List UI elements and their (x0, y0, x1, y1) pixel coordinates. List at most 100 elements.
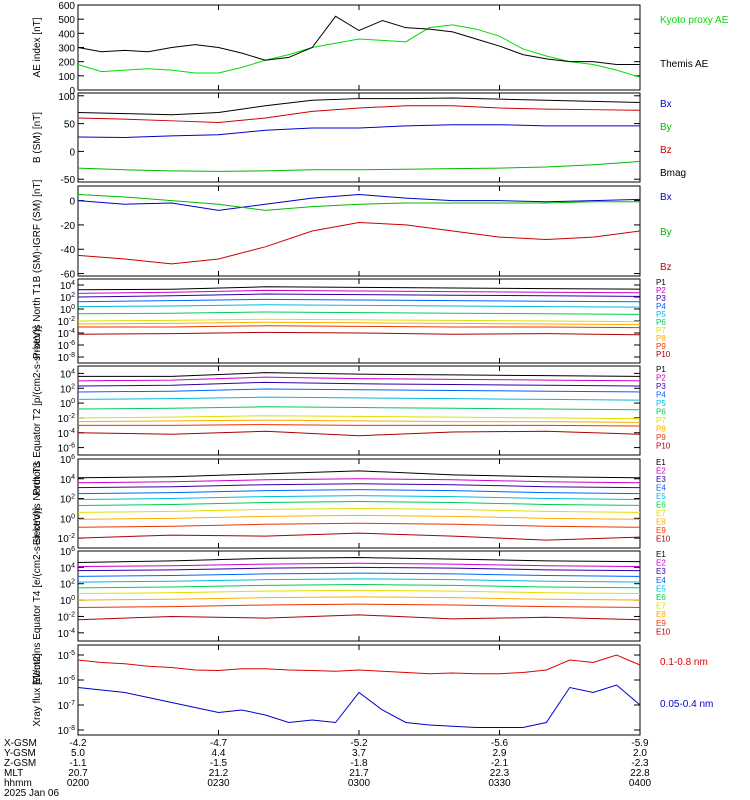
series-line-e10 (77, 532, 641, 541)
y-tick-label: 104 (60, 280, 75, 292)
panel-frame (77, 365, 641, 456)
legend-label: E6 (656, 593, 666, 602)
series-line-e4 (77, 572, 641, 577)
legend-label: Bx (660, 192, 672, 203)
legend-label: P6 (656, 318, 666, 327)
panel-electrons_north: 10-2 100 102 104 106 Electrons North T3 E1E2E3… (32, 454, 671, 549)
series-line-p10 (77, 331, 641, 336)
series-line-p2 (77, 289, 641, 294)
y-tick-label: 400 (58, 29, 75, 40)
series-line-e1 (77, 557, 641, 563)
y-axis-label: Electrons North T3 (32, 461, 43, 545)
series-line-e9 (77, 603, 641, 608)
series-line-0-05-0-4-nm (77, 684, 641, 728)
legend-label: P9 (656, 342, 666, 351)
legend-label: E6 (656, 501, 666, 510)
x-row-value: 0230 (207, 778, 230, 789)
legend-label: P5 (656, 399, 666, 408)
legend-label: Bmag (660, 168, 686, 179)
legend-label: E2 (656, 559, 666, 568)
legend-label: E9 (656, 619, 666, 628)
legend-label: P3 (656, 382, 666, 391)
panel-frame (77, 550, 641, 642)
series-line-e3 (77, 566, 641, 572)
y-tick-label: 10-8 (58, 725, 75, 737)
legend-label: By (660, 227, 672, 238)
y-tick-label: 300 (58, 44, 75, 55)
series-line-p3 (77, 293, 641, 298)
y-tick-label: 104 (60, 562, 75, 574)
panel-frame (77, 644, 641, 736)
x-row-value: 0400 (629, 778, 652, 789)
series-line-p5 (77, 304, 641, 308)
legend-label: Bx (660, 99, 672, 110)
series-line-p7 (77, 318, 641, 323)
x-row-label: hhmm (4, 778, 32, 789)
y-tick-label: 104 (60, 474, 75, 486)
series-line-kyoto-proxy-ae (77, 24, 641, 78)
series-line-p9 (78, 424, 641, 427)
panel-frame (77, 4, 641, 91)
y-tick-label: 500 (58, 15, 75, 26)
y-tick-label: 0 (69, 197, 75, 208)
x-axis-annotations: X-GSM -4.2 -4.7 -5.2 -5.6 -5.9 Y-GSM 5.0 4.4 3.7 2… (4, 738, 652, 799)
x-row-value: -1.5 (210, 758, 228, 769)
series-line-e2 (77, 562, 641, 568)
y-tick-label: 0 (69, 86, 75, 97)
panel-electrons_equator: 10-4 10-2 100 102 104 106 Electrons Equator T4… (32, 508, 671, 685)
series-line-e9 (77, 522, 641, 528)
y-axis-label: Protons North T1 (32, 283, 43, 359)
series-line-e5 (77, 495, 641, 501)
x-row-value: 0200 (67, 778, 90, 789)
series-line-bx (77, 124, 640, 139)
x-row-value: -4.7 (210, 738, 228, 749)
x-row-value: 4.4 (212, 748, 226, 759)
y-tick-label: 10-4 (58, 328, 75, 340)
legend-label: E4 (656, 484, 666, 493)
y-tick-label: 10-7 (58, 700, 75, 712)
x-row-value: -5.6 (491, 738, 509, 749)
y-tick-label: 10-2 (58, 413, 75, 425)
series-line-e3 (77, 483, 641, 489)
plot-date: 2025 Jan 06 (4, 788, 59, 799)
panel-xray: 10-8 10-7 10-6 10-5 Xray flux [W/m2] 0.1-0.8 … (32, 644, 713, 737)
legend-label: E8 (656, 610, 666, 619)
y-tick-label: 10-8 (58, 352, 75, 364)
series-line-bmag (77, 97, 641, 116)
legend-label: P5 (656, 310, 666, 319)
series-line-p6 (77, 406, 641, 411)
series-line-p4 (77, 388, 641, 393)
y-axis-label: Protons Equator T2 [p/(cm2-s-sr-keV)] (32, 326, 43, 496)
y-tick-label: 100 (60, 595, 75, 607)
legend-label: P7 (656, 416, 666, 425)
series-line-p5 (77, 396, 641, 401)
legend-label: P2 (656, 286, 666, 295)
x-row-value: 21.2 (209, 768, 229, 779)
series-line-e7 (77, 589, 641, 595)
y-tick-label: 10-4 (58, 428, 75, 440)
x-row-value: 22.8 (630, 768, 650, 779)
series-line-bx (77, 194, 641, 211)
x-row-value: 20.7 (68, 768, 88, 779)
y-tick-label: 100 (58, 92, 75, 103)
y-tick-label: 102 (60, 494, 75, 506)
x-row-value: 5.0 (71, 748, 85, 759)
series-line-e10 (77, 614, 641, 621)
y-tick-label: 100 (60, 304, 75, 316)
legend-label: P4 (656, 391, 666, 400)
x-row-value: -5.2 (350, 738, 368, 749)
y-axis-label: AE index [nT] (32, 17, 43, 77)
y-axis-label: Xray flux [W/m2] (32, 653, 43, 727)
legend-label: P6 (656, 408, 666, 417)
legend-label: Bz (660, 145, 672, 156)
legend-label: Themis AE (660, 59, 709, 70)
legend-label: By (660, 122, 672, 133)
series-line-e5 (77, 578, 641, 583)
legend-label: E10 (656, 535, 671, 544)
y-tick-label: 10-6 (58, 675, 75, 687)
legend-label: P2 (656, 374, 666, 383)
series-line-bz (77, 105, 641, 123)
y-tick-label: 100 (60, 513, 75, 525)
